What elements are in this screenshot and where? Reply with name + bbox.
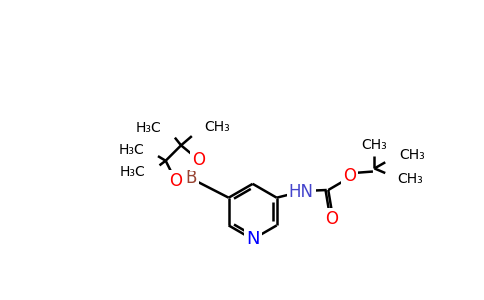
Text: H₃C: H₃C [119,143,144,157]
Text: CH₃: CH₃ [399,148,425,162]
Text: H₃C: H₃C [120,164,146,178]
Text: O: O [192,151,205,169]
Text: H₃C: H₃C [136,122,161,135]
Text: CH₃: CH₃ [362,138,387,152]
Text: CH₃: CH₃ [397,172,424,186]
Text: N: N [246,230,259,248]
Text: HN: HN [289,182,314,200]
Text: O: O [343,167,356,185]
Text: CH₃: CH₃ [204,120,230,134]
Text: O: O [326,210,339,228]
Text: O: O [169,172,182,190]
Text: B: B [185,169,197,188]
